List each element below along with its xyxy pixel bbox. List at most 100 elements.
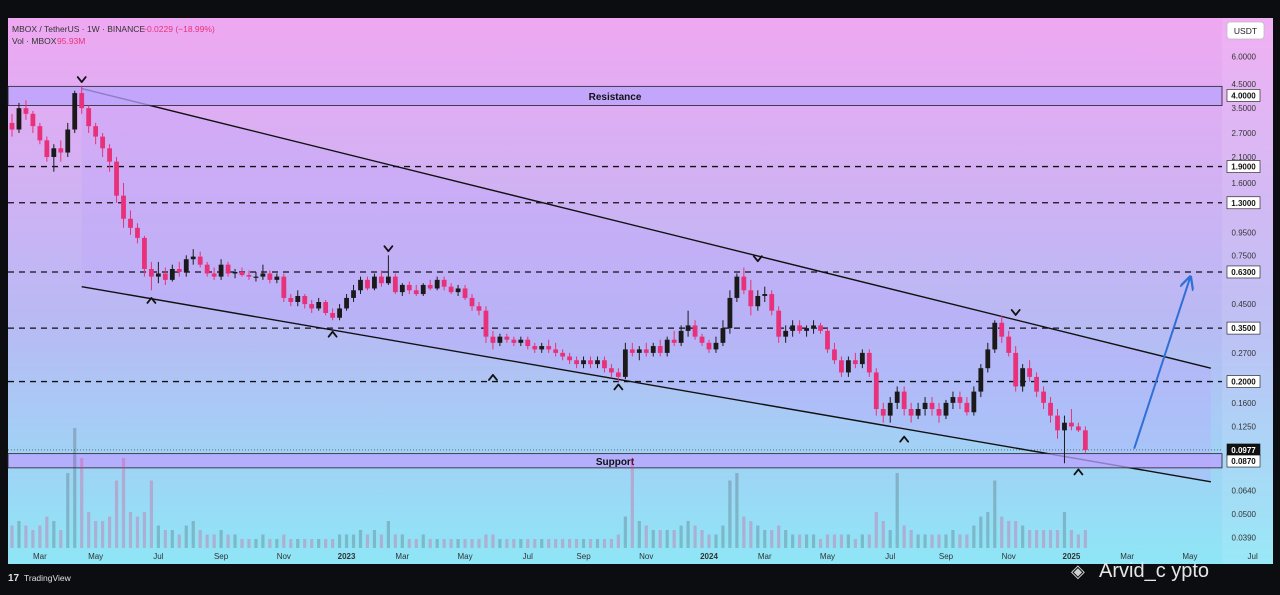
candle-body <box>379 276 384 284</box>
volume-bar <box>414 539 418 548</box>
volume-bar <box>811 534 816 548</box>
volume-bar <box>184 525 188 548</box>
candle-body <box>323 301 329 313</box>
volume-bar <box>491 534 495 548</box>
candle <box>121 182 126 228</box>
time-tick-label: Nov <box>277 552 291 561</box>
pivot-marker-up <box>1073 468 1084 476</box>
candle-body <box>692 325 698 337</box>
price-tick-label: 0.0390 <box>1232 534 1257 543</box>
candle <box>330 308 336 321</box>
candle <box>1076 422 1081 432</box>
candle <box>615 368 621 382</box>
candle-body <box>100 136 106 149</box>
candle <box>622 342 628 380</box>
price-tick-label: 1.6000 <box>1232 179 1257 188</box>
candle-body <box>1048 402 1053 416</box>
candle <box>678 325 684 347</box>
candle <box>504 333 510 343</box>
candle <box>511 336 517 347</box>
time-tick-label: 2025 <box>1063 552 1081 561</box>
volume-bar <box>784 530 788 548</box>
candle <box>204 261 210 277</box>
candle-body <box>846 360 851 373</box>
price-tag-0.2000-bg <box>1226 375 1261 388</box>
price-tick-label: 0.1600 <box>1232 399 1257 408</box>
volume-bar <box>756 525 760 548</box>
candle <box>344 294 349 311</box>
candle <box>560 349 566 361</box>
candle-body <box>811 325 816 329</box>
pivot-marker-down <box>1010 309 1021 316</box>
candle-body <box>671 339 677 343</box>
volume-bar <box>867 534 871 548</box>
candle <box>685 310 691 337</box>
volume-bar <box>853 539 857 548</box>
time-axis[interactable]: Mar May Jul Sep Nov 2023 Mar May Jul Sep Nov 2024 Ma… <box>33 552 1280 561</box>
candle-body <box>107 148 112 162</box>
resistance-zone[interactable] <box>7 85 1223 106</box>
candle <box>469 294 475 311</box>
candle <box>609 364 614 377</box>
candle <box>274 273 280 284</box>
candle <box>936 402 942 423</box>
volume-bar <box>24 525 28 548</box>
price-axis[interactable]: 6.0000 4.5000 3.5000 2.7000 2.1000 1.6000 0.95… <box>1226 53 1261 543</box>
price-tag-support: 0.0870 <box>1231 457 1256 466</box>
candle <box>839 356 844 377</box>
candle <box>588 356 593 369</box>
candle <box>783 325 789 343</box>
currency-button[interactable]: USDT <box>1226 21 1265 40</box>
volume-bar <box>923 534 927 548</box>
candle-body <box>497 336 503 343</box>
candle <box>190 249 196 265</box>
candle <box>776 306 782 343</box>
candle <box>30 110 36 133</box>
candle <box>197 251 203 268</box>
price-tick-label: 0.0500 <box>1232 510 1257 519</box>
candle <box>427 279 433 291</box>
price-tick-label: 0.0640 <box>1232 486 1257 495</box>
candle <box>1041 386 1046 410</box>
candle-body <box>1006 336 1012 353</box>
candle-body <box>344 297 349 309</box>
candle <box>176 261 182 277</box>
support-zone-label: Support <box>596 457 635 468</box>
candle-body <box>483 310 489 337</box>
candle <box>448 283 454 295</box>
volume-bar <box>463 539 467 548</box>
volume-bar <box>107 516 112 548</box>
time-tick-label: May <box>1182 552 1197 561</box>
candle <box>16 102 22 133</box>
channel-lower-line[interactable] <box>81 285 1211 483</box>
candle <box>379 270 384 287</box>
channel-upper-line[interactable] <box>81 87 1212 369</box>
candle <box>399 283 405 296</box>
candle-body <box>657 346 663 353</box>
projection-arrow[interactable] <box>1133 278 1190 450</box>
volume-bar <box>310 539 314 548</box>
candle <box>999 315 1005 343</box>
candle <box>699 333 705 347</box>
candle-body <box>908 409 914 416</box>
volume-bar <box>958 534 962 548</box>
volume-bar <box>282 534 286 548</box>
time-tick-label: May <box>457 552 472 561</box>
price-tick-label: 0.1250 <box>1232 422 1257 431</box>
volume-bar <box>561 539 565 548</box>
candle <box>518 336 524 347</box>
candle-body <box>392 276 398 293</box>
candle-body <box>448 286 454 293</box>
candle <box>553 342 559 357</box>
candle-body <box>622 349 628 377</box>
volume-bar <box>818 539 823 548</box>
candle <box>832 342 837 365</box>
volume-bar <box>296 539 300 548</box>
tradingview-logo[interactable]: 17 TradingView <box>8 573 72 584</box>
candle <box>985 342 991 373</box>
support-zone[interactable] <box>7 453 1223 469</box>
candle-body <box>330 312 336 318</box>
candle-body <box>190 256 196 260</box>
volume-bar <box>1083 530 1087 548</box>
